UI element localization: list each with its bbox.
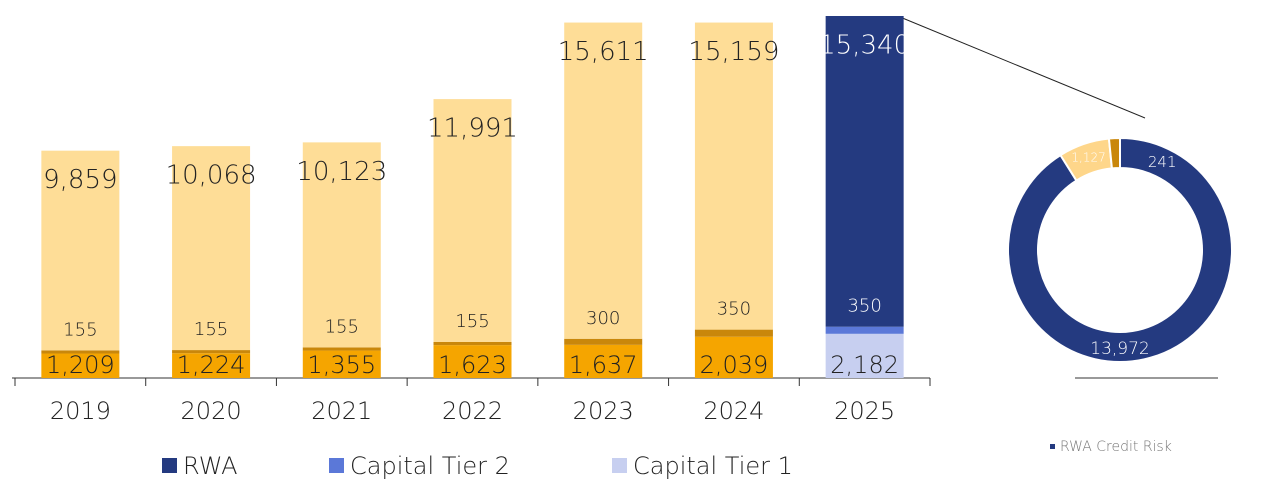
x-tick-label: 2022 xyxy=(442,397,503,425)
legend-label: Capital Tier 2 xyxy=(350,452,510,479)
data-label: 350 xyxy=(717,299,751,320)
data-label: 155 xyxy=(194,319,228,340)
legend-label: Capital Tier 1 xyxy=(633,452,793,479)
bar-segment xyxy=(433,345,512,378)
data-label: 1,637 xyxy=(569,351,638,379)
data-label: 15,340 xyxy=(819,31,910,61)
bar-segment xyxy=(302,347,381,351)
data-label: 2,039 xyxy=(700,351,769,379)
bar-segment xyxy=(302,142,381,348)
data-label: 1,209 xyxy=(46,351,115,379)
x-tick-label: 2024 xyxy=(703,397,764,425)
x-tick-label: 2019 xyxy=(50,397,111,425)
bar-segment xyxy=(825,16,904,327)
data-label: 350 xyxy=(847,296,881,317)
data-label: 9,859 xyxy=(43,165,117,195)
bar-segment xyxy=(825,333,904,378)
data-label: 300 xyxy=(586,308,620,329)
x-tick-label: 2020 xyxy=(181,397,242,425)
legend-swatch xyxy=(1050,444,1055,449)
bar-segment xyxy=(172,353,251,378)
bar-segment xyxy=(433,341,512,346)
x-tick-label: 2025 xyxy=(834,397,895,425)
bar-segment xyxy=(41,150,120,351)
data-label: 15,611 xyxy=(558,37,649,67)
data-label: 155 xyxy=(63,319,97,340)
bar-segment xyxy=(825,326,904,334)
bar-segment xyxy=(564,344,643,378)
data-label: 13,972 xyxy=(1090,339,1149,359)
bar-segment xyxy=(172,350,251,354)
legend-swatch xyxy=(162,458,177,473)
data-label: 1,224 xyxy=(177,351,246,379)
data-label: 155 xyxy=(455,311,489,332)
bar-segment xyxy=(694,336,773,378)
legend-swatch xyxy=(612,458,627,473)
data-label: 10,068 xyxy=(166,161,257,191)
legend-label: RWA Credit Risk xyxy=(1060,439,1172,455)
legend-swatch xyxy=(329,458,344,473)
bar-segment xyxy=(433,99,512,342)
donut-slice xyxy=(1007,136,1234,363)
bar-segment xyxy=(694,22,773,330)
data-label: 1,355 xyxy=(307,351,376,379)
legend-label: RWA xyxy=(183,452,238,479)
connector-line xyxy=(899,16,1146,119)
data-label: 1,623 xyxy=(438,351,507,379)
data-label: 11,991 xyxy=(427,114,518,144)
x-tick-label: 2021 xyxy=(311,397,372,425)
x-tick-label: 2023 xyxy=(573,397,634,425)
bar-segment xyxy=(564,22,643,339)
bar-segment xyxy=(172,146,251,351)
data-label: 2,182 xyxy=(830,351,899,379)
bar-segment xyxy=(694,329,773,337)
bar-segment xyxy=(564,338,643,345)
data-label: 15,159 xyxy=(688,37,779,67)
donut-slice xyxy=(1107,136,1121,170)
bar-segment xyxy=(302,350,381,378)
data-label: 1,127 xyxy=(1071,151,1105,165)
bar-segment xyxy=(41,353,120,378)
data-label: 10,123 xyxy=(296,157,387,187)
data-label: 241 xyxy=(1148,153,1177,171)
data-label: 155 xyxy=(325,316,359,337)
bar-segment xyxy=(41,350,120,354)
